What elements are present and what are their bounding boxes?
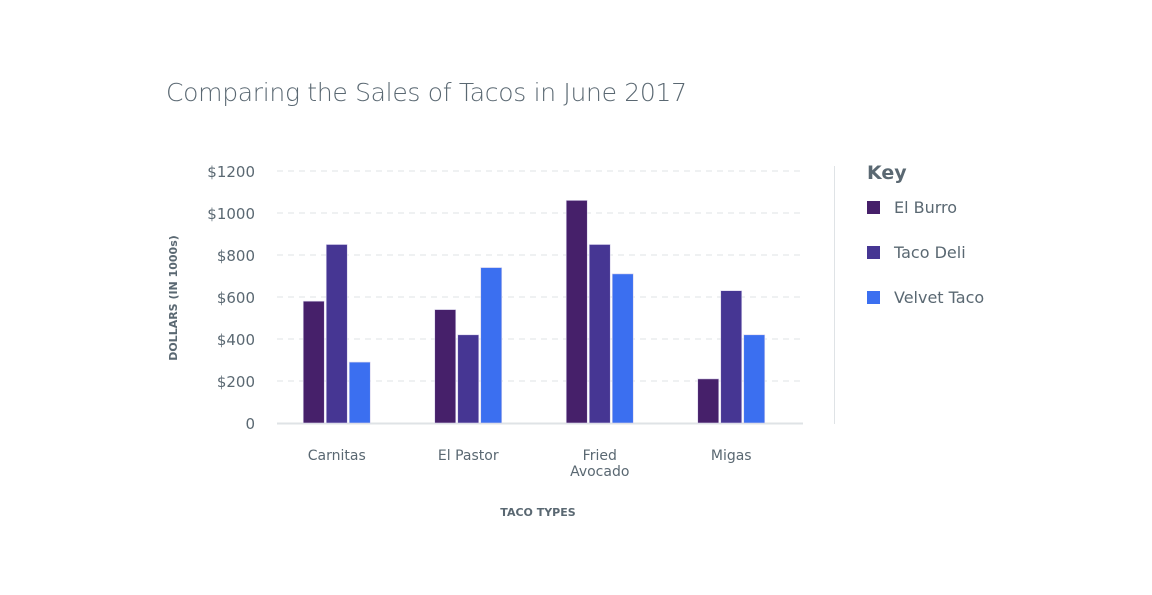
bar-el-burro bbox=[697, 378, 720, 424]
bar-velvet-taco bbox=[611, 273, 634, 424]
y-tick-label: $1000 bbox=[207, 205, 255, 223]
bar-taco-deli bbox=[720, 290, 743, 424]
legend-swatch bbox=[867, 291, 880, 304]
legend-item: El Burro bbox=[867, 198, 957, 217]
bar-velvet-taco bbox=[743, 334, 766, 424]
y-tick-label: $1200 bbox=[207, 163, 255, 181]
legend-item: Taco Deli bbox=[867, 243, 966, 262]
legend-title: Key bbox=[867, 162, 907, 184]
legend-label: Velvet Taco bbox=[894, 288, 985, 307]
y-tick-label: 0 bbox=[245, 415, 255, 433]
y-tick-label: $200 bbox=[217, 373, 255, 391]
bar-taco-deli bbox=[325, 244, 348, 424]
legend-label: El Burro bbox=[894, 198, 958, 217]
bar-velvet-taco bbox=[480, 267, 503, 424]
x-tick-label: Carnitas bbox=[308, 448, 366, 464]
bar-taco-deli bbox=[457, 334, 480, 424]
y-tick-label: $800 bbox=[217, 247, 255, 265]
x-tick-label: Avocado bbox=[570, 464, 629, 480]
legend-swatch bbox=[867, 201, 880, 214]
bar-el-burro bbox=[302, 300, 325, 424]
y-axis-title: DOLLARS (IN 1000s) bbox=[167, 235, 180, 361]
x-tick-label: Migas bbox=[711, 448, 752, 464]
bar-el-burro bbox=[434, 309, 457, 424]
y-tick-label: $600 bbox=[217, 289, 255, 307]
x-axis-title: TACO TYPES bbox=[500, 506, 575, 519]
legend-divider bbox=[834, 166, 835, 424]
chart-title: Comparing the Sales of Tacos in June 201… bbox=[166, 78, 687, 107]
bar-taco-deli bbox=[588, 244, 611, 424]
legend-swatch bbox=[867, 246, 880, 259]
bar-el-burro bbox=[565, 200, 588, 424]
y-tick-label: $400 bbox=[217, 331, 255, 349]
legend-item: Velvet Taco bbox=[867, 288, 984, 307]
x-tick-label: El Pastor bbox=[438, 448, 499, 464]
x-tick-label: Fried bbox=[583, 448, 617, 464]
legend-label: Taco Deli bbox=[894, 243, 966, 262]
bar-velvet-taco bbox=[348, 361, 371, 424]
